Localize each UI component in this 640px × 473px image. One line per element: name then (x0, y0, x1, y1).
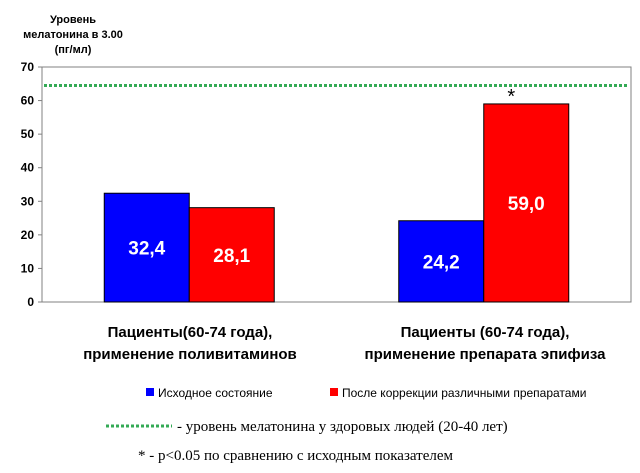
category-label-2-line-2: применение препарата эпифиза (365, 346, 607, 363)
y-axis-title: Уровень мелатонина в 3.00 (пг/мл) (23, 14, 123, 56)
bar-label-s2-c1: 28,1 (213, 246, 250, 267)
reference-legend-label: - уровень мелатонина у здоровых людей (2… (177, 419, 508, 435)
category-label-1-line-2: применение поливитаминов (83, 346, 297, 363)
y-axis-title-line-2: мелатонина в 3.00 (23, 29, 123, 41)
bars: 32,4 28,1 24,2 59,0 * (103, 86, 570, 303)
plot-area (41, 66, 632, 303)
legend: Исходное состояние После коррекции разли… (146, 386, 586, 400)
y-tick-label-1: 10 (21, 261, 35, 275)
category-label-1-line-1: Пациенты(60-74 года), (108, 324, 273, 341)
significance-note: * - p<0.05 по сравнению с исходным показ… (138, 448, 453, 464)
y-axis-title-line-1: Уровень (50, 14, 96, 26)
y-tick-label-5: 50 (21, 127, 35, 141)
y-tick-label-7: 70 (21, 60, 35, 74)
y-axis-title-line-3: (пг/мл) (55, 44, 92, 56)
category-labels: Пациенты(60-74 года), применение поливит… (83, 324, 606, 363)
y-tick-label-6: 60 (21, 94, 35, 108)
legend-label-initial: Исходное состояние (158, 386, 273, 400)
legend-swatch-after (330, 388, 338, 396)
legend-swatch-initial (146, 388, 154, 396)
y-tick-label-2: 20 (21, 228, 35, 242)
bar-label-s1-c1: 32,4 (128, 239, 165, 260)
y-axis: 0 10 20 30 40 50 60 70 (21, 60, 42, 309)
bar-label-s2-c2: 59,0 (508, 194, 545, 215)
y-tick-label-4: 40 (21, 161, 35, 175)
bar-s1-c2 (398, 220, 485, 303)
y-tick-label-3: 30 (21, 194, 35, 208)
category-label-2-line-1: Пациенты (60-74 года), (401, 324, 570, 341)
significance-marker: * (507, 86, 515, 108)
reference-legend: - уровень мелатонина у здоровых людей (2… (106, 419, 508, 435)
bar-label-s1-c2: 24,2 (423, 252, 460, 273)
y-tick-label-0: 0 (27, 295, 34, 309)
bar-s2-c2 (483, 103, 570, 303)
legend-label-after: После коррекции различными препаратами (342, 386, 586, 400)
bar-s2-c1 (188, 207, 275, 303)
